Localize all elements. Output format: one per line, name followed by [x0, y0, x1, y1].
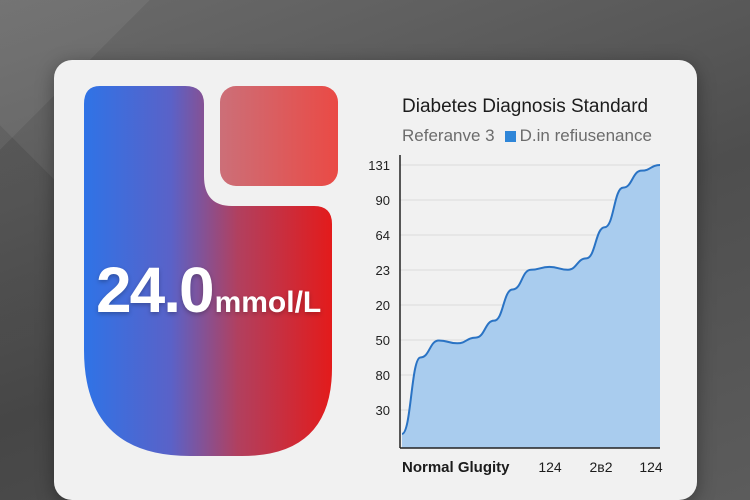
legend-swatch [504, 130, 516, 142]
chart-legend: Referanve 3 D.in refiusenance [402, 126, 652, 146]
glucose-reading: 24.0 mmol/L [96, 253, 321, 327]
glucose-value: 24.0 [96, 254, 215, 326]
chart-title: Diabetes Diagnosis Standard [402, 96, 649, 117]
glucose-unit: mmol/L [214, 286, 322, 319]
gauge-body [84, 86, 332, 456]
x-axis-label: Normal Glugity [402, 459, 510, 476]
y-tick-label: 90 [376, 193, 390, 208]
y-tick-label: 20 [376, 298, 390, 313]
y-tick-label: 23 [376, 263, 390, 278]
series-area [402, 165, 660, 448]
y-tick-label: 64 [376, 228, 390, 243]
x-tick-label: 2в2 [589, 459, 612, 475]
y-tick-label: 80 [376, 368, 390, 383]
gauge-tab [220, 86, 338, 186]
series-line [401, 164, 661, 435]
legend-text-reference: Referanve 3 [402, 126, 495, 145]
y-tick-label: 131 [368, 158, 390, 173]
x-tick-label: 124 [538, 459, 562, 475]
y-tick-label: 50 [376, 333, 390, 348]
y-tick-label: 30 [376, 403, 390, 418]
x-tick-label: 124 [639, 459, 663, 475]
legend-text-series: D.in refiusenance [519, 126, 652, 145]
